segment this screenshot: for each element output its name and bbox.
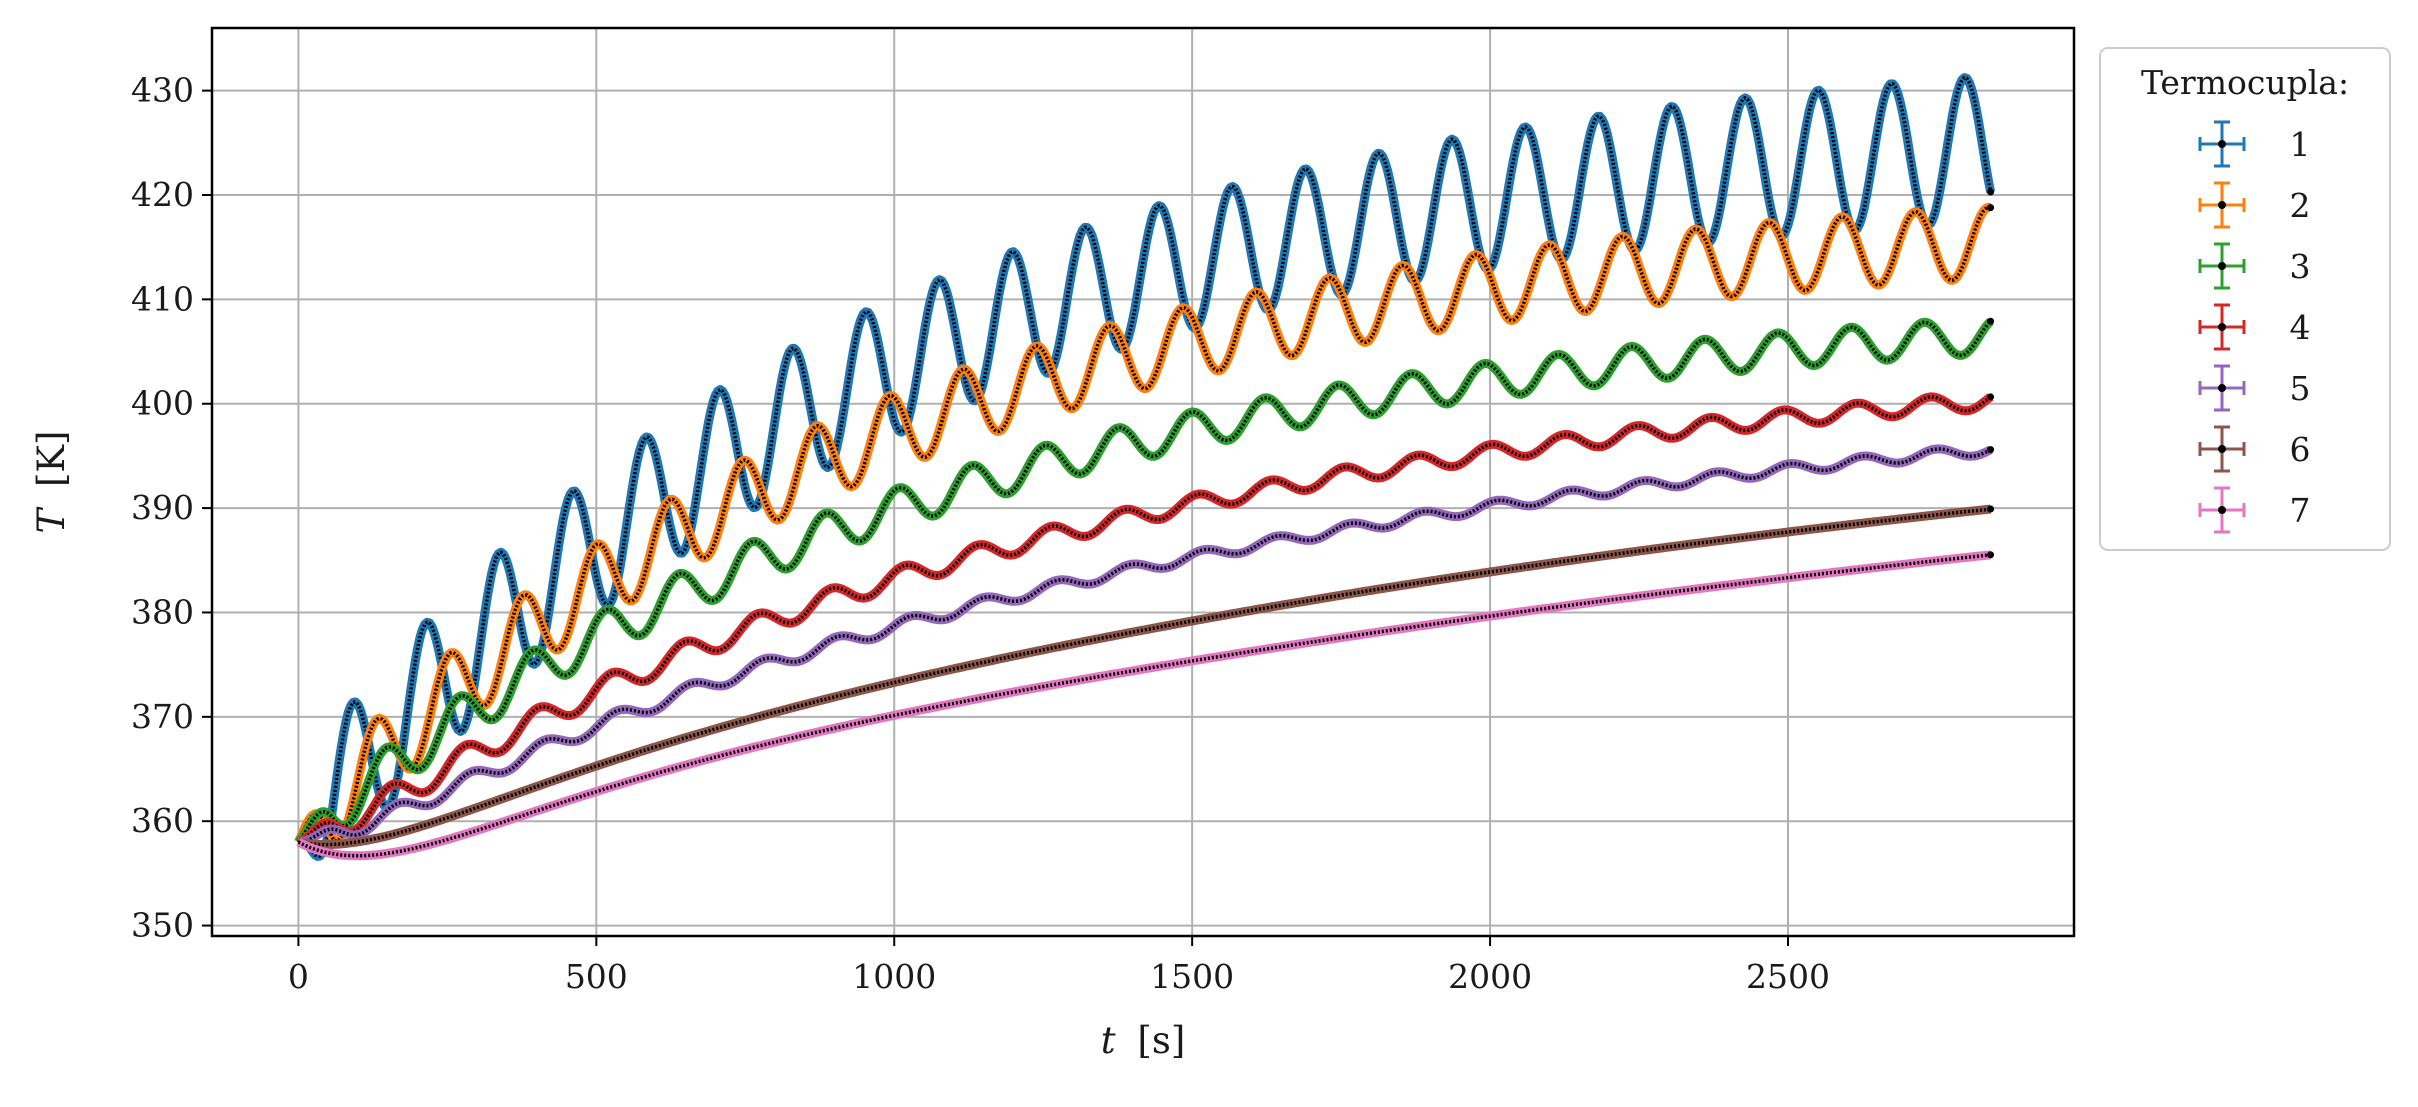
legend-label: 2: [2290, 186, 2311, 225]
series-7-line: [297, 553, 1991, 858]
legend-swatch-marker: [2218, 262, 2226, 270]
series-6-line: [298, 507, 1991, 847]
y-axis-label: T [K]: [30, 431, 73, 534]
series-7: [296, 550, 1995, 861]
series-2: [294, 202, 1995, 846]
x-tick-label: 1500: [1150, 957, 1234, 996]
legend: Termocupla: 1 2 3 4 5 6 7: [2099, 47, 2391, 551]
y-tick-label: 360: [131, 801, 194, 840]
x-tick-label: 0: [288, 957, 309, 996]
series-4-end-marker: [1987, 393, 1995, 401]
series-3: [294, 317, 1995, 845]
legend-label: 1: [2290, 125, 2311, 164]
x-tick-label: 500: [565, 957, 628, 996]
legend-box: [2099, 47, 2391, 551]
legend-item-2: 2: [2198, 181, 2311, 229]
series-7-end-marker: [1987, 551, 1995, 559]
x-axis-label: t [s]: [1101, 1019, 1186, 1062]
legend-items: 1 2 3 4 5 6 7: [2198, 120, 2311, 534]
y-tick-label: 350: [131, 906, 194, 945]
legend-swatch-marker: [2218, 445, 2226, 453]
series-layer: [294, 73, 1996, 861]
series-3-end-marker: [1987, 317, 1995, 325]
legend-swatch-marker: [2218, 140, 2226, 148]
plot-frame: [210, 26, 2076, 938]
series-1-line: [297, 75, 1993, 859]
legend-label: 7: [2290, 491, 2311, 530]
series-4-errorband: [296, 392, 1994, 847]
series-5-end-marker: [1987, 446, 1995, 454]
legend-item-4: 4: [2198, 303, 2311, 351]
series-1-end-marker: [1987, 188, 1995, 196]
series-3-line: [297, 320, 1992, 844]
legend-label: 5: [2290, 369, 2311, 408]
y-tick-label: 390: [131, 488, 194, 527]
legend-label: 6: [2290, 430, 2311, 469]
series-4-line: [297, 395, 1992, 844]
series-4: [296, 392, 1995, 847]
legend-label: 4: [2290, 308, 2311, 347]
y-tick-label: 420: [131, 175, 194, 214]
y-tick-label: 370: [131, 697, 194, 736]
y-tick-label: 400: [131, 384, 194, 423]
y-axis-var: T: [30, 506, 73, 533]
legend-swatch-marker: [2218, 384, 2226, 392]
legend-item-7: 7: [2198, 486, 2311, 534]
legend-item-6: 6: [2198, 425, 2311, 473]
series-6: [296, 504, 1995, 850]
legend-item-1: 1: [2198, 120, 2311, 168]
series-2-end-marker: [1987, 204, 1995, 212]
y-tick-label: 410: [131, 279, 194, 318]
legend-item-5: 5: [2198, 364, 2311, 412]
legend-swatch-marker: [2218, 323, 2226, 331]
x-axis-var: t: [1101, 1019, 1116, 1062]
series-2-line: [296, 205, 1991, 843]
y-tick-label: 430: [131, 71, 194, 110]
legend-swatch-marker: [2218, 506, 2226, 514]
y-axis-unit: [K]: [30, 431, 73, 488]
series-5: [296, 444, 1995, 847]
x-tick-label: 2500: [1746, 957, 1830, 996]
x-tick-label: 1000: [852, 957, 936, 996]
x-tick-label: 2000: [1448, 957, 1532, 996]
series-2-errorband: [294, 202, 1993, 846]
series-5-line: [298, 447, 1992, 844]
ticks: 0 500 1000 1500 2000 2500 350 360 370 380 390 400 41…: [131, 71, 1830, 996]
legend-swatch-marker: [2218, 201, 2226, 209]
legend-title: Termocupla:: [2141, 63, 2349, 102]
legend-label: 3: [2290, 247, 2311, 286]
y-tick-label: 380: [131, 592, 194, 631]
series-6-end-marker: [1987, 505, 1995, 513]
legend-item-3: 3: [2198, 242, 2311, 290]
x-axis-unit: [s]: [1137, 1019, 1185, 1062]
